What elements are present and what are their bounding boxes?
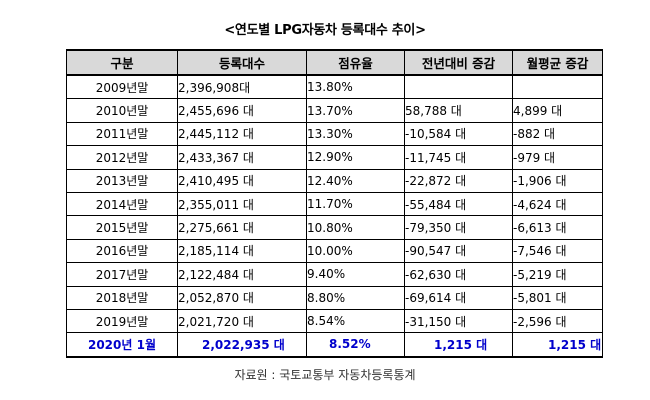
table-row: 2014년말 2,355,011 대 11.70% -55,484 대 -4,624 대	[66, 191, 603, 217]
highlight-cell-yoy-change: 1,215 대	[404, 332, 513, 358]
table-row: 2018년말 2,052,870 대 8.80% -69,614 대 -5,801 대	[66, 285, 603, 310]
cell-year: 2015년말	[66, 215, 178, 240]
header-share: 점유율	[306, 49, 405, 76]
highlight-cell-share: 8.52%	[306, 332, 405, 358]
cell-monthly-change: -882 대	[512, 121, 603, 147]
cell-share: 10.00%	[306, 238, 405, 264]
cell-registered: 2,433,367 대	[177, 145, 307, 170]
cell-year: 2016년말	[66, 238, 178, 264]
cell-share: 9.40%	[306, 262, 405, 287]
cell-registered: 2,455,696 대	[177, 98, 307, 123]
cell-year: 2018년말	[66, 285, 178, 310]
lpg-registration-table: 구분 등록대수 점유율 전년대비 증감 월평균 증감 2009년말 2,396,9…	[66, 49, 603, 358]
cell-monthly-change: -979 대	[512, 145, 603, 170]
cell-monthly-change: -7,546 대	[512, 238, 603, 264]
cell-monthly-change	[512, 74, 603, 100]
cell-monthly-change: -5,801 대	[512, 285, 603, 310]
cell-share: 13.80%	[306, 74, 405, 100]
cell-registered: 2,122,484 대	[177, 262, 307, 287]
cell-year: 2012년말	[66, 145, 178, 170]
cell-year: 2009년말	[66, 74, 178, 100]
cell-yoy-change: -79,350 대	[404, 215, 513, 240]
header-category: 구분	[66, 49, 178, 76]
cell-yoy-change: -69,614 대	[404, 285, 513, 310]
highlight-cell-year: 2020년 1월	[66, 332, 178, 358]
table-row: 2017년말 2,122,484 대 9.40% -62,630 대 -5,219 대	[66, 262, 603, 287]
table-row: 2009년말 2,396,908대 13.80%	[66, 74, 603, 100]
cell-registered: 2,021,720 대	[177, 308, 307, 334]
cell-year: 2017년말	[66, 262, 178, 287]
cell-registered: 2,355,011 대	[177, 191, 307, 217]
cell-yoy-change: -62,630 대	[404, 262, 513, 287]
cell-registered: 2,052,870 대	[177, 285, 307, 310]
cell-registered: 2,275,661 대	[177, 215, 307, 240]
cell-registered: 2,185,114 대	[177, 238, 307, 264]
cell-year: 2011년말	[66, 121, 178, 147]
cell-year: 2019년말	[66, 308, 178, 334]
cell-monthly-change: -2,596 대	[512, 308, 603, 334]
cell-share: 12.40%	[306, 168, 405, 193]
cell-yoy-change: 58,788 대	[404, 98, 513, 123]
cell-yoy-change: -90,547 대	[404, 238, 513, 264]
cell-share: 10.80%	[306, 215, 405, 240]
cell-monthly-change: -4,624 대	[512, 191, 603, 217]
table-row: 2011년말 2,445,112 대 13.30% -10,584 대 -882 대	[66, 121, 603, 147]
header-row: 구분 등록대수 점유율 전년대비 증감 월평균 증감	[66, 49, 603, 76]
table-row: 2010년말 2,455,696 대 13.70% 58,788 대 4,899 대	[66, 98, 603, 123]
highlight-cell-registered: 2,022,935 대	[177, 332, 307, 358]
table-row: 2016년말 2,185,114 대 10.00% -90,547 대 -7,546 대	[66, 238, 603, 264]
cell-yoy-change: -10,584 대	[404, 121, 513, 147]
cell-share: 8.80%	[306, 285, 405, 310]
cell-year: 2014년말	[66, 191, 178, 217]
cell-share: 13.70%	[306, 98, 405, 123]
cell-registered: 2,410,495 대	[177, 168, 307, 193]
cell-monthly-change: 4,899 대	[512, 98, 603, 123]
cell-yoy-change: -31,150 대	[404, 308, 513, 334]
cell-year: 2013년말	[66, 168, 178, 193]
cell-monthly-change: -1,906 대	[512, 168, 603, 193]
table-row: 2019년말 2,021,720 대 8.54% -31,150 대 -2,596 대	[66, 308, 603, 334]
cell-share: 12.90%	[306, 145, 405, 170]
cell-monthly-change: -6,613 대	[512, 215, 603, 240]
source-note: 자료원 : 국토교통부 자동차등록통계	[234, 368, 416, 382]
table-row: 2013년말 2,410,495 대 12.40% -22,872 대 -1,906 대	[66, 168, 603, 193]
header-registered: 등록대수	[177, 49, 307, 76]
cell-yoy-change: -55,484 대	[404, 191, 513, 217]
header-monthly-avg-change: 월평균 증감	[512, 49, 603, 76]
cell-registered: 2,396,908대	[177, 74, 307, 100]
table-row: 2015년말 2,275,661 대 10.80% -79,350 대 -6,613 대	[66, 215, 603, 240]
cell-registered: 2,445,112 대	[177, 121, 307, 147]
cell-share: 13.30%	[306, 121, 405, 147]
cell-share: 11.70%	[306, 191, 405, 217]
table-title: <연도별 LPG자동차 등록대수 추이>	[224, 23, 426, 38]
cell-monthly-change: -5,219 대	[512, 262, 603, 287]
cell-yoy-change	[404, 74, 513, 100]
cell-year: 2010년말	[66, 98, 178, 123]
highlight-cell-monthly-change: 1,215 대	[512, 332, 603, 358]
highlight-row: 2020년 1월 2,022,935 대 8.52% 1,215 대 1,215 대	[66, 332, 603, 358]
cell-yoy-change: -22,872 대	[404, 168, 513, 193]
header-yoy-change: 전년대비 증감	[404, 49, 513, 76]
cell-yoy-change: -11,745 대	[404, 145, 513, 170]
table-row: 2012년말 2,433,367 대 12.90% -11,745 대 -979 대	[66, 145, 603, 170]
cell-share: 8.54%	[306, 308, 405, 334]
